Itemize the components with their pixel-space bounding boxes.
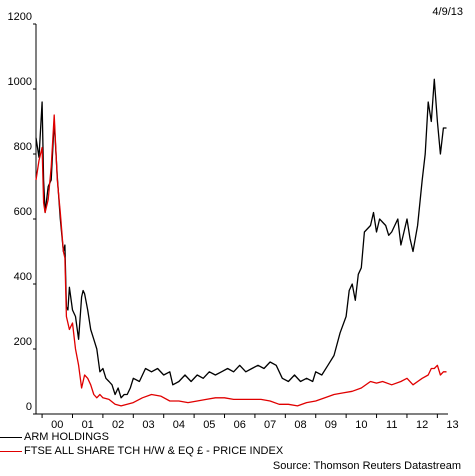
x-tick-label: 11: [386, 419, 397, 431]
x-axis-ticks: 00 01 02 03 04 05 06 07 08 09 10 11 12 13: [41, 414, 459, 431]
y-tick-label: 1000: [8, 76, 32, 88]
legend-item-arm: ARM HOLDINGS: [0, 431, 109, 444]
x-tick-label: 04: [173, 419, 185, 431]
x-tick-label: 09: [325, 419, 337, 431]
x-tick-label: 12: [416, 419, 428, 431]
y-axis-ticks: 0 200 400 600 800 1000 1200: [8, 11, 36, 415]
series-line-ftse-tech-index: [35, 114, 447, 407]
source-note: Source: Thomson Reuters Datastream: [272, 460, 461, 472]
x-tick-label: 00: [51, 419, 63, 431]
series-layer: [35, 78, 447, 407]
y-tick-label: 400: [14, 271, 32, 283]
legend-label-arm: ARM HOLDINGS: [24, 431, 109, 443]
series-line-arm-holdings: [35, 78, 447, 399]
x-tick-label: 10: [355, 419, 367, 431]
legend-swatch-ftse: [0, 450, 22, 452]
y-tick-label: 0: [26, 401, 32, 413]
y-tick-label: 1200: [8, 11, 32, 23]
x-tick-label: 01: [82, 419, 94, 431]
x-tick-label: 08: [294, 419, 306, 431]
x-tick-label: 13: [446, 419, 458, 431]
y-tick-label: 200: [14, 336, 32, 348]
y-tick-label: 800: [14, 141, 32, 153]
x-tick-label: 07: [264, 419, 276, 431]
legend-swatch-arm: [0, 436, 22, 438]
y-tick-label: 600: [14, 206, 32, 218]
legend-item-ftse: FTSE ALL SHARE TCH H/W & EQ £ - PRICE IN…: [0, 445, 283, 458]
x-tick-label: 03: [142, 419, 154, 431]
legend-label-ftse: FTSE ALL SHARE TCH H/W & EQ £ - PRICE IN…: [24, 445, 284, 457]
x-tick-label: 02: [112, 419, 124, 431]
date-label: 4/9/13: [432, 6, 463, 18]
x-tick-label: 06: [234, 419, 246, 431]
line-chart: 0 200 400 600 800 1000 1200 00 01 02 03 04 05 06 07 08…: [8, 11, 459, 431]
x-tick-label: 05: [203, 419, 215, 431]
